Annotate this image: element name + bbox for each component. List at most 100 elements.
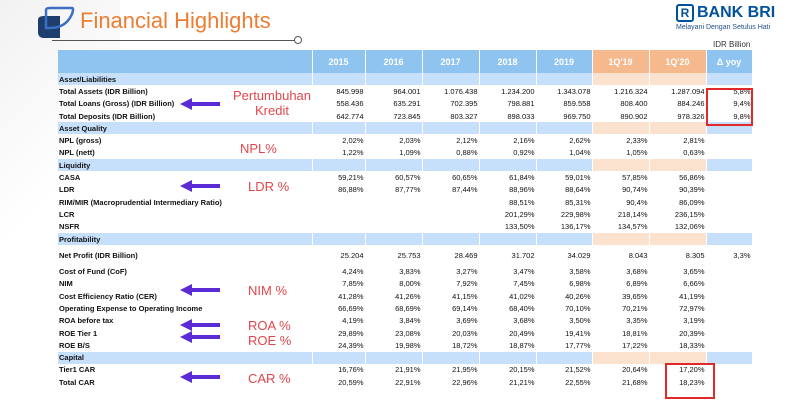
table-row: ROE Tier 1 29,89% 23,08% 20,03% 20,49% 19,41%… — [58, 327, 752, 339]
column-header: 1Q'20 — [649, 50, 707, 73]
value-cell: 884.246 — [677, 99, 705, 109]
value-cell — [422, 196, 479, 208]
value-cell: 28.469 — [454, 250, 478, 260]
table-row: Operating Expense to Operating Income 66,… — [58, 302, 752, 314]
value-cell: 60,65% — [452, 173, 478, 183]
value-cell: 1.076.438 — [444, 86, 478, 96]
value-cell: 17,22% — [622, 340, 648, 350]
row-label: NPL (gross) — [59, 136, 102, 146]
arrow-left-icon — [180, 284, 220, 296]
value-cell: 1,09% — [399, 148, 421, 158]
cell — [706, 73, 752, 86]
value-cell: 60,57% — [395, 173, 421, 183]
row-label: NSFR — [59, 222, 80, 232]
value-cell: 3,68% — [513, 316, 535, 326]
value-cell: 86,09% — [679, 197, 705, 207]
cell — [422, 73, 479, 86]
value-cell: 41,15% — [452, 291, 478, 301]
value-cell: 22,55% — [565, 377, 591, 387]
value-cell: 20,59% — [338, 377, 364, 387]
table-row: ROE B/S 24,39% 19,98% 18,72% 18,87% 17,77% 17,… — [58, 339, 752, 351]
value-cell: 8.305 — [685, 250, 705, 260]
value-cell: 90,39% — [679, 185, 705, 195]
section-row: Asset/Liabilities — [58, 73, 752, 86]
arrow-left-icon — [180, 98, 220, 110]
value-cell: 3,27% — [456, 267, 478, 277]
value-cell: 3,65% — [683, 267, 705, 277]
annotation-roe: ROE % — [248, 333, 292, 348]
value-cell: 3,50% — [569, 316, 591, 326]
value-cell: 40,26% — [565, 291, 591, 301]
value-cell: 859.558 — [563, 99, 591, 109]
value-cell: 6,98% — [569, 279, 591, 289]
value-cell: 41,19% — [679, 291, 705, 301]
cell — [536, 351, 592, 364]
cell — [479, 351, 536, 364]
cell — [649, 73, 706, 86]
table-row: LCR 201,29% 229,98% 218,14% 236,15% — [58, 208, 752, 220]
cell — [312, 122, 365, 135]
table-row: NSFR 133,50% 136,17% 134,57% 132,06% — [58, 221, 752, 233]
value-cell: 20,39% — [679, 328, 705, 338]
value-cell — [422, 208, 479, 220]
arrow-left-icon — [180, 180, 220, 192]
value-cell: 21,52% — [565, 365, 591, 375]
value-cell: 7,85% — [342, 279, 364, 289]
value-cell: 57,85% — [622, 173, 648, 183]
value-cell: 133,50% — [504, 222, 535, 232]
value-cell: 6,66% — [683, 279, 705, 289]
cell — [422, 122, 479, 135]
arrow-left-icon — [180, 319, 220, 331]
value-cell — [706, 147, 752, 159]
highlight-box-yoy — [706, 88, 753, 126]
title-line-dot — [294, 36, 302, 44]
value-cell: 1.287.094 — [671, 86, 705, 96]
value-cell: 2,81% — [683, 136, 705, 146]
cell — [312, 351, 365, 364]
value-cell: 20,49% — [509, 328, 535, 338]
table-row: Total Deposits (IDR Billion) 642.774 723.8… — [58, 110, 752, 122]
value-cell: 41,26% — [395, 291, 421, 301]
value-cell: 3,19% — [683, 316, 705, 326]
value-cell — [365, 208, 422, 220]
column-header: 2019 — [536, 50, 593, 73]
cell — [479, 73, 536, 86]
value-cell — [706, 290, 752, 302]
value-cell: 136,17% — [560, 222, 591, 232]
table-row: Total Loans (Gross) (IDR Billion) 558.436… — [58, 98, 752, 110]
row-label: Total Assets (IDR Billion) — [59, 86, 148, 96]
value-cell: 218,14% — [617, 209, 648, 219]
value-cell: 808.400 — [620, 99, 648, 109]
value-cell: 635.291 — [393, 99, 421, 109]
value-cell: 1.343.078 — [557, 86, 591, 96]
value-cell: 229,98% — [560, 209, 591, 219]
row-label: Net Profit (IDR Billion) — [59, 250, 138, 260]
value-cell — [706, 134, 752, 146]
table-row: Net Profit (IDR Billion) 25.204 25.753 28.4… — [58, 249, 752, 261]
value-cell — [312, 221, 365, 233]
value-cell: 18,33% — [679, 340, 705, 350]
row-label: NIM — [59, 279, 73, 289]
logo-leaf-icon — [38, 6, 75, 38]
value-cell: 3,68% — [626, 267, 648, 277]
row-label: Total Loans (Gross) (IDR Billion) — [59, 99, 175, 109]
value-cell: 845.998 — [336, 86, 364, 96]
value-cell: 16,76% — [338, 365, 364, 375]
value-cell: 87,77% — [395, 185, 421, 195]
value-cell — [365, 221, 422, 233]
value-cell — [706, 278, 752, 290]
value-cell: 25.204 — [340, 250, 364, 260]
section-row: Asset Quality — [58, 122, 752, 135]
value-cell: 2,62% — [569, 136, 591, 146]
annotation-roa: ROA % — [248, 318, 291, 333]
section-label: Asset Quality — [58, 122, 312, 135]
value-cell: 90,74% — [622, 185, 648, 195]
value-cell: 9,4% — [733, 99, 751, 109]
cell — [312, 159, 365, 172]
table-row: Total Assets (IDR Billion) 845.998 964.001… — [58, 85, 752, 97]
value-cell: 2,12% — [456, 136, 478, 146]
row-label: ROE Tier 1 — [59, 328, 98, 338]
cell — [312, 232, 365, 246]
value-cell: 890.902 — [620, 111, 648, 121]
title-underline — [52, 40, 298, 41]
